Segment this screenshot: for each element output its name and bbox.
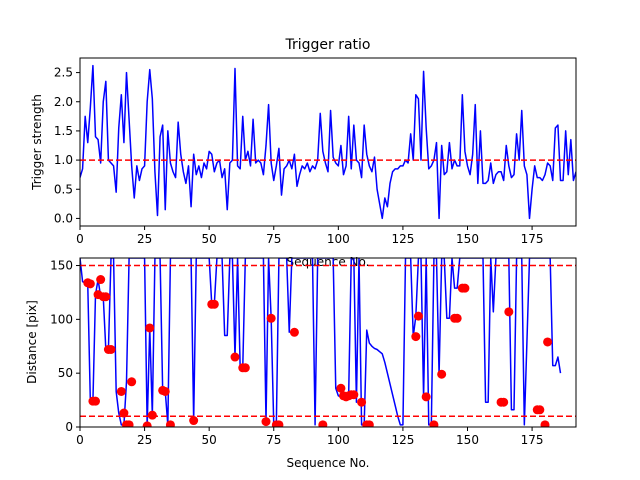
data-point-marker xyxy=(261,417,271,427)
data-point-marker xyxy=(266,313,276,323)
data-point-marker xyxy=(429,420,439,427)
data-point-marker xyxy=(274,420,284,427)
data-point-marker xyxy=(411,332,421,342)
data-point-marker xyxy=(91,396,100,406)
data-point-marker xyxy=(101,292,111,302)
data-point-marker xyxy=(85,279,95,289)
x-tick-label: 175 xyxy=(521,232,544,246)
x-axis-label: Sequence No. xyxy=(287,255,370,269)
series-line xyxy=(80,64,576,220)
data-point-marker xyxy=(116,386,126,396)
data-point-marker xyxy=(460,283,470,293)
data-point-marker xyxy=(540,420,550,427)
data-point-marker xyxy=(364,420,374,427)
y-tick-label: 2.5 xyxy=(54,66,73,80)
data-point-marker xyxy=(543,337,553,347)
data-point-marker xyxy=(413,311,423,321)
data-point-marker xyxy=(189,416,199,426)
y-axis-label: Trigger strength xyxy=(30,94,44,191)
data-point-marker xyxy=(437,369,447,379)
data-point-marker xyxy=(127,377,137,387)
y-tick-label: 0.0 xyxy=(54,211,73,225)
data-point-marker xyxy=(318,420,328,427)
data-point-marker xyxy=(349,390,359,400)
x-tick-label: 175 xyxy=(521,433,544,447)
data-point-marker xyxy=(240,363,250,373)
y-tick-label: 0.5 xyxy=(54,182,73,196)
data-point-marker xyxy=(499,397,509,407)
y-tick-label: 1.0 xyxy=(54,153,73,167)
data-point-marker xyxy=(147,410,157,420)
y-tick-label: 150 xyxy=(50,259,73,273)
x-axis-label: Sequence No. xyxy=(287,456,370,470)
distance-axes: Distance [pix] Sequence No. 0 25 50 75 100 12… xyxy=(25,257,577,470)
x-tick-label: 100 xyxy=(327,232,350,246)
data-point-marker xyxy=(106,344,116,354)
y-tick-label: 50 xyxy=(58,366,73,380)
data-point-marker xyxy=(289,327,299,337)
y-tick-label: 1.5 xyxy=(54,124,73,138)
data-point-marker xyxy=(119,408,129,418)
data-point-marker xyxy=(504,307,514,317)
plot-frame xyxy=(79,257,577,428)
x-tick-label: 150 xyxy=(456,433,479,447)
data-point-marker xyxy=(357,397,367,407)
x-tick-label: 0 xyxy=(76,232,84,246)
x-tick-label: 125 xyxy=(391,433,414,447)
data-point-marker xyxy=(535,405,545,415)
plot-frame xyxy=(79,57,577,227)
y-tick-label: 0 xyxy=(65,420,73,434)
data-point-marker xyxy=(165,420,175,427)
data-point-marker xyxy=(124,420,134,427)
data-point-marker xyxy=(421,392,431,402)
x-tick-label: 100 xyxy=(327,433,350,447)
x-tick-label: 25 xyxy=(137,232,152,246)
data-point-marker xyxy=(209,299,219,309)
x-tick-label: 150 xyxy=(456,232,479,246)
data-point-marker xyxy=(142,421,152,427)
data-point-marker xyxy=(336,383,346,393)
x-tick-label: 25 xyxy=(137,433,152,447)
data-point-marker xyxy=(160,386,170,396)
x-tick-label: 125 xyxy=(391,232,414,246)
x-tick-label: 75 xyxy=(266,433,281,447)
data-point-marker xyxy=(452,313,462,323)
y-tick-label: 2.0 xyxy=(54,95,73,109)
x-tick-label: 50 xyxy=(202,232,217,246)
data-point-marker xyxy=(145,323,155,333)
x-tick-label: 0 xyxy=(76,433,84,447)
data-point-marker xyxy=(96,275,106,285)
chart-title: Trigger ratio xyxy=(284,37,370,53)
data-point-marker xyxy=(230,352,240,362)
x-tick-label: 75 xyxy=(266,232,281,246)
x-tick-label: 50 xyxy=(202,433,217,447)
y-axis-label: Distance [pix] xyxy=(25,300,39,384)
y-tick-label: 100 xyxy=(50,312,73,326)
